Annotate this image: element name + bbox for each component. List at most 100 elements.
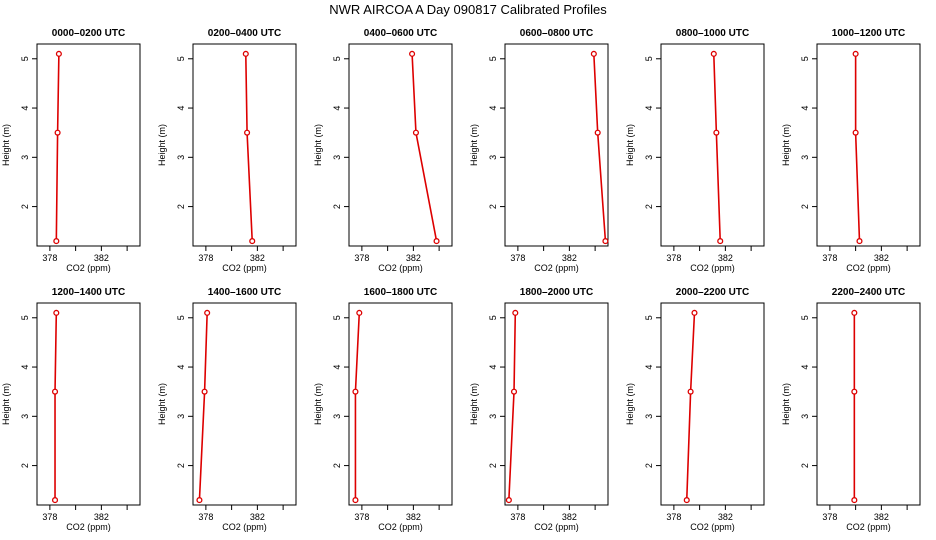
- y-tick-label: 2: [176, 463, 186, 468]
- panel-title: 1600–1800 UTC: [364, 287, 437, 298]
- x-tick-label: 382: [562, 512, 577, 522]
- x-tick-label: 378: [822, 253, 837, 263]
- x-tick-label: 382: [562, 253, 577, 263]
- y-tick-label: 2: [332, 463, 342, 468]
- y-tick-label: 5: [176, 56, 186, 61]
- y-tick-label: 4: [332, 365, 342, 370]
- plot-frame: [36, 302, 141, 506]
- x-tick-label: 382: [874, 512, 889, 522]
- data-point: [851, 309, 858, 316]
- plot-frame: [816, 302, 921, 506]
- x-tick-label: 382: [406, 253, 421, 263]
- data-point: [852, 129, 859, 136]
- plot-frame: [36, 43, 141, 247]
- y-tick-label: 5: [20, 56, 30, 61]
- y-tick-label: 5: [488, 56, 498, 61]
- profile-line: [685, 312, 696, 501]
- data-point: [352, 388, 359, 395]
- x-axis-label: CO2 (ppm): [846, 263, 891, 273]
- y-axis-label: Height (m): [469, 383, 479, 425]
- data-point: [409, 50, 416, 57]
- x-tick-label: 382: [718, 512, 733, 522]
- x-axis-label: CO2 (ppm): [66, 263, 111, 273]
- panel-title: 0200–0400 UTC: [208, 28, 281, 39]
- y-axis-label: Height (m): [157, 124, 167, 166]
- x-tick-label: 382: [406, 512, 421, 522]
- y-axis-label: Height (m): [313, 383, 323, 425]
- y-axis-label: Height (m): [1, 383, 11, 425]
- data-point: [691, 309, 698, 316]
- x-tick-label: 378: [666, 512, 681, 522]
- data-point: [204, 309, 211, 316]
- y-tick-label: 4: [644, 106, 654, 111]
- y-tick-label: 4: [20, 365, 30, 370]
- data-point: [352, 497, 359, 504]
- panel-title: 0800–1000 UTC: [676, 28, 749, 39]
- y-tick-label: 2: [644, 204, 654, 209]
- y-tick-label: 5: [488, 315, 498, 320]
- x-tick-label: 378: [42, 512, 57, 522]
- x-tick-label: 378: [354, 512, 369, 522]
- x-tick-label: 378: [42, 253, 57, 263]
- panel-title: 1200–1400 UTC: [52, 287, 125, 298]
- profile-line: [54, 312, 58, 501]
- x-axis-label: CO2 (ppm): [534, 522, 579, 532]
- y-tick-label: 5: [644, 315, 654, 320]
- y-tick-label: 3: [644, 155, 654, 160]
- x-tick-label: 382: [718, 253, 733, 263]
- y-tick-label: 4: [20, 106, 30, 111]
- profile-line: [55, 53, 60, 242]
- y-tick-label: 2: [488, 204, 498, 209]
- y-tick-label: 5: [800, 56, 810, 61]
- x-axis-label: CO2 (ppm): [690, 522, 735, 532]
- data-point: [505, 497, 512, 504]
- data-point: [851, 388, 858, 395]
- data-point: [356, 309, 363, 316]
- y-tick-label: 3: [488, 414, 498, 419]
- y-tick-label: 2: [800, 204, 810, 209]
- panel-title: 0000–0200 UTC: [52, 28, 125, 39]
- y-tick-label: 3: [176, 414, 186, 419]
- y-tick-label: 3: [176, 155, 186, 160]
- profile-line: [593, 53, 607, 242]
- y-tick-label: 4: [488, 365, 498, 370]
- y-tick-label: 2: [800, 463, 810, 468]
- x-axis-label: CO2 (ppm): [222, 522, 267, 532]
- x-tick-label: 378: [198, 253, 213, 263]
- figure-title: NWR AIRCOA A Day 090817 Calibrated Profi…: [329, 2, 607, 17]
- x-axis-label: CO2 (ppm): [534, 263, 579, 273]
- data-point: [590, 50, 597, 57]
- data-point: [602, 238, 609, 245]
- data-point: [683, 497, 690, 504]
- plot-frame: [192, 302, 297, 506]
- x-axis-label: CO2 (ppm): [66, 522, 111, 532]
- x-tick-label: 378: [354, 253, 369, 263]
- y-tick-label: 3: [332, 414, 342, 419]
- profile-line: [411, 53, 438, 242]
- y-tick-label: 5: [644, 56, 654, 61]
- y-tick-label: 2: [644, 463, 654, 468]
- y-axis-label: Height (m): [1, 124, 11, 166]
- data-point: [856, 238, 863, 245]
- data-point: [710, 50, 717, 57]
- y-tick-label: 3: [644, 414, 654, 419]
- data-point: [851, 497, 858, 504]
- profile-line: [712, 53, 722, 242]
- y-axis-label: Height (m): [469, 124, 479, 166]
- y-tick-label: 4: [644, 365, 654, 370]
- data-point: [242, 50, 249, 57]
- data-point: [717, 238, 724, 245]
- data-point: [53, 238, 60, 245]
- plot-frame: [504, 302, 609, 506]
- plot-frame: [504, 43, 609, 247]
- y-tick-label: 5: [176, 315, 186, 320]
- y-tick-label: 4: [176, 365, 186, 370]
- data-point: [249, 238, 256, 245]
